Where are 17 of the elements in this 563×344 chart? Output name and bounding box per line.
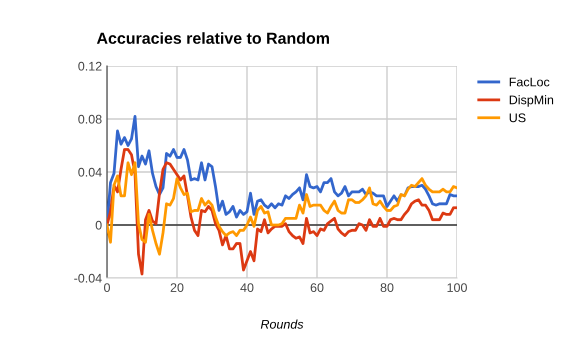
x-tick-label: 80: [380, 283, 394, 292]
x-tick-label: 40: [240, 283, 254, 292]
x-tick-label: 0: [104, 283, 110, 292]
legend-label: FacLoc: [510, 78, 550, 86]
y-tick-label: 0.12: [78, 62, 102, 71]
x-axis-title: Rounds: [260, 320, 304, 329]
x-tick-label: 100: [448, 283, 467, 292]
y-tick-label: -0.04: [74, 274, 102, 283]
legend-label: US: [510, 113, 526, 122]
chart-title: Accuracies relative to Random: [96, 32, 329, 44]
y-tick-label: 0.04: [78, 168, 102, 177]
x-tick-label: 20: [170, 283, 184, 292]
line-series: [107, 161, 457, 256]
x-tick-label: 60: [310, 283, 324, 292]
y-tick-label: 0: [96, 220, 102, 230]
y-tick-label: 0.08: [78, 114, 102, 124]
legend-label: DispMin: [510, 95, 554, 107]
